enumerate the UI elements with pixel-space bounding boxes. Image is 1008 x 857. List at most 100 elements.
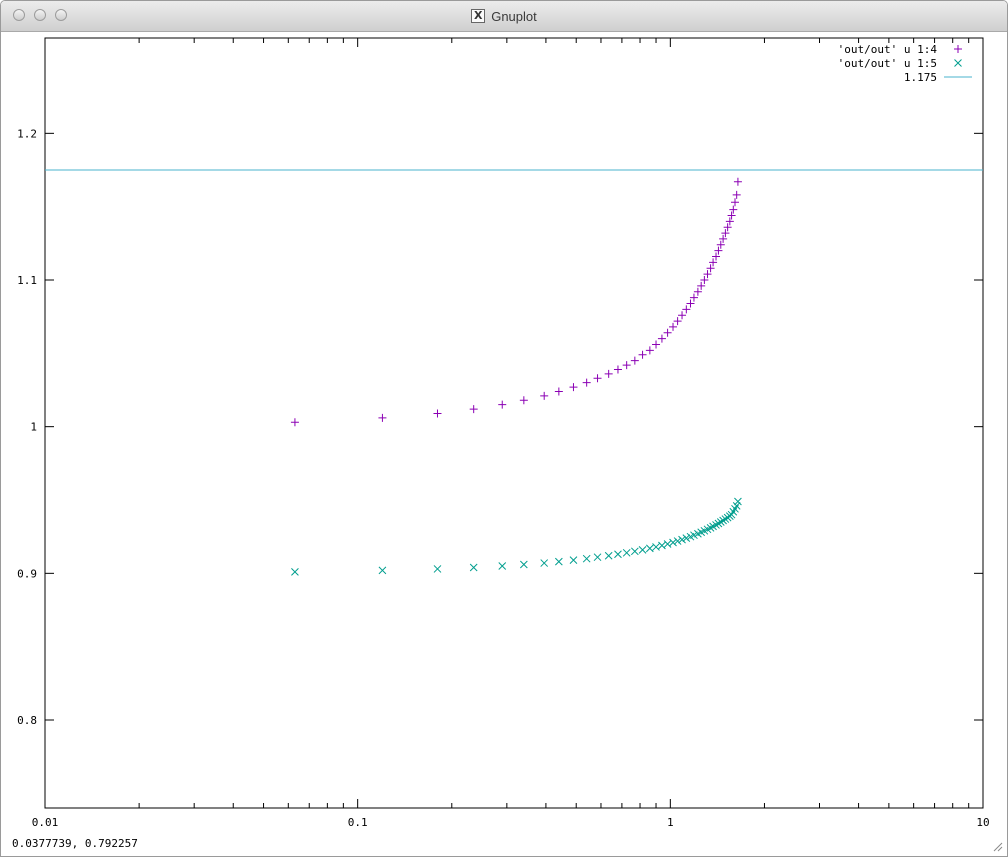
series2-point bbox=[519, 560, 528, 569]
series2-point bbox=[716, 518, 725, 526]
series1-point bbox=[732, 190, 741, 199]
series1-point bbox=[706, 264, 715, 273]
x11-icon: X bbox=[471, 9, 486, 23]
series1-point bbox=[678, 311, 687, 320]
legend-sample-plus bbox=[954, 45, 962, 53]
series1-point bbox=[731, 198, 740, 207]
legend-label: 'out/out' u 1:4 bbox=[838, 43, 938, 56]
series1-point bbox=[689, 293, 698, 302]
series1-point bbox=[723, 223, 732, 232]
series1-point bbox=[638, 350, 647, 359]
series1-point bbox=[540, 391, 549, 400]
series2-point bbox=[734, 497, 742, 506]
series2-point bbox=[622, 548, 631, 557]
axis-ticks: 0.01 0.1 1 10 0.8 0.9 1 1.1 1.2 bbox=[17, 38, 990, 829]
series2-point bbox=[291, 568, 299, 576]
series1-point bbox=[630, 356, 639, 365]
series1-point bbox=[733, 177, 742, 186]
series2-point bbox=[652, 543, 660, 551]
plot-border bbox=[44, 37, 984, 809]
series2-point bbox=[554, 557, 563, 566]
resize-grip-icon[interactable] bbox=[991, 840, 1003, 852]
series2-point bbox=[658, 541, 666, 550]
series1-point bbox=[554, 387, 563, 396]
series2-point bbox=[721, 515, 730, 523]
series2-point bbox=[712, 521, 720, 529]
series1-point bbox=[519, 396, 528, 405]
series2-point bbox=[614, 550, 622, 559]
data-marks bbox=[45, 169, 983, 576]
y-tick-label: 0.9 bbox=[17, 567, 37, 580]
minimize-window-button[interactable] bbox=[34, 9, 46, 21]
series1-point bbox=[663, 328, 672, 337]
series1-point bbox=[290, 418, 299, 427]
series2-point bbox=[714, 519, 723, 528]
x-tick-label: 10 bbox=[976, 816, 989, 829]
series1-point bbox=[645, 346, 654, 355]
series1-point bbox=[716, 240, 725, 249]
series1-point bbox=[729, 205, 738, 214]
series1-point bbox=[569, 383, 578, 392]
series1-point bbox=[498, 400, 507, 409]
series2-point bbox=[630, 547, 639, 556]
series1-point bbox=[703, 270, 712, 279]
series1-point bbox=[669, 322, 678, 331]
y-tick-label: 0.8 bbox=[17, 714, 37, 727]
legend-sample-cross bbox=[954, 59, 962, 67]
series1-point bbox=[725, 217, 734, 226]
series2-point bbox=[593, 553, 602, 562]
series2-point bbox=[663, 540, 672, 548]
series1-point bbox=[693, 287, 702, 296]
series2-point bbox=[569, 556, 578, 564]
series1-point bbox=[469, 405, 478, 414]
series2-point bbox=[540, 559, 549, 567]
series2-point bbox=[682, 534, 691, 542]
series2-point bbox=[582, 554, 591, 563]
series2-point bbox=[498, 562, 507, 570]
series1-point bbox=[593, 374, 602, 383]
series1-point bbox=[712, 252, 721, 261]
legend: 'out/out' u 1:4'out/out' u 1:51.175 bbox=[838, 43, 972, 84]
zoom-window-button[interactable] bbox=[55, 9, 67, 21]
series1-point bbox=[686, 299, 695, 308]
y-tick-label: 1.1 bbox=[17, 274, 37, 287]
series1-point bbox=[709, 258, 718, 267]
series2-point bbox=[669, 538, 677, 547]
close-window-button[interactable] bbox=[13, 9, 25, 21]
series1-point bbox=[652, 340, 661, 349]
series2-point bbox=[469, 563, 478, 572]
series2-point bbox=[719, 516, 727, 525]
series1-point bbox=[700, 276, 709, 284]
y-tick-label: 1.2 bbox=[17, 127, 37, 140]
series1-point bbox=[714, 246, 723, 255]
series2-point bbox=[378, 566, 387, 575]
mouse-coordinate-readout: 0.0377739, 0.792257 bbox=[12, 837, 138, 850]
series1-point bbox=[622, 361, 631, 370]
series2-point bbox=[433, 565, 442, 573]
legend-label: 'out/out' u 1:5 bbox=[838, 57, 937, 70]
series1-point bbox=[613, 365, 622, 374]
y-tick-label: 1 bbox=[30, 421, 37, 434]
series2-point bbox=[638, 546, 647, 554]
series2-point bbox=[732, 502, 741, 510]
series1-point bbox=[582, 378, 591, 387]
legend-label: 1.175 bbox=[904, 71, 937, 84]
series1-point bbox=[673, 317, 682, 326]
series1-point bbox=[682, 305, 691, 314]
series1-point bbox=[604, 369, 613, 378]
series2-point bbox=[678, 535, 686, 544]
series1-point bbox=[721, 229, 730, 238]
x-tick-label: 0.01 bbox=[32, 816, 59, 829]
series2-point bbox=[690, 531, 698, 540]
series1-point bbox=[719, 234, 728, 243]
series2-point bbox=[673, 537, 682, 545]
window-title: Gnuplot bbox=[491, 8, 537, 24]
series1-point bbox=[657, 334, 666, 343]
title-group: X Gnuplot bbox=[1, 1, 1007, 31]
series1-point bbox=[378, 413, 387, 422]
plot-canvas[interactable]: 0.01 0.1 1 10 0.8 0.9 1 1.1 1.2 'out/out' u 1:4'… bbox=[1, 32, 1007, 856]
x-tick-label: 1 bbox=[667, 816, 674, 829]
series2-point bbox=[645, 544, 654, 553]
title-bar: X Gnuplot bbox=[1, 1, 1007, 32]
